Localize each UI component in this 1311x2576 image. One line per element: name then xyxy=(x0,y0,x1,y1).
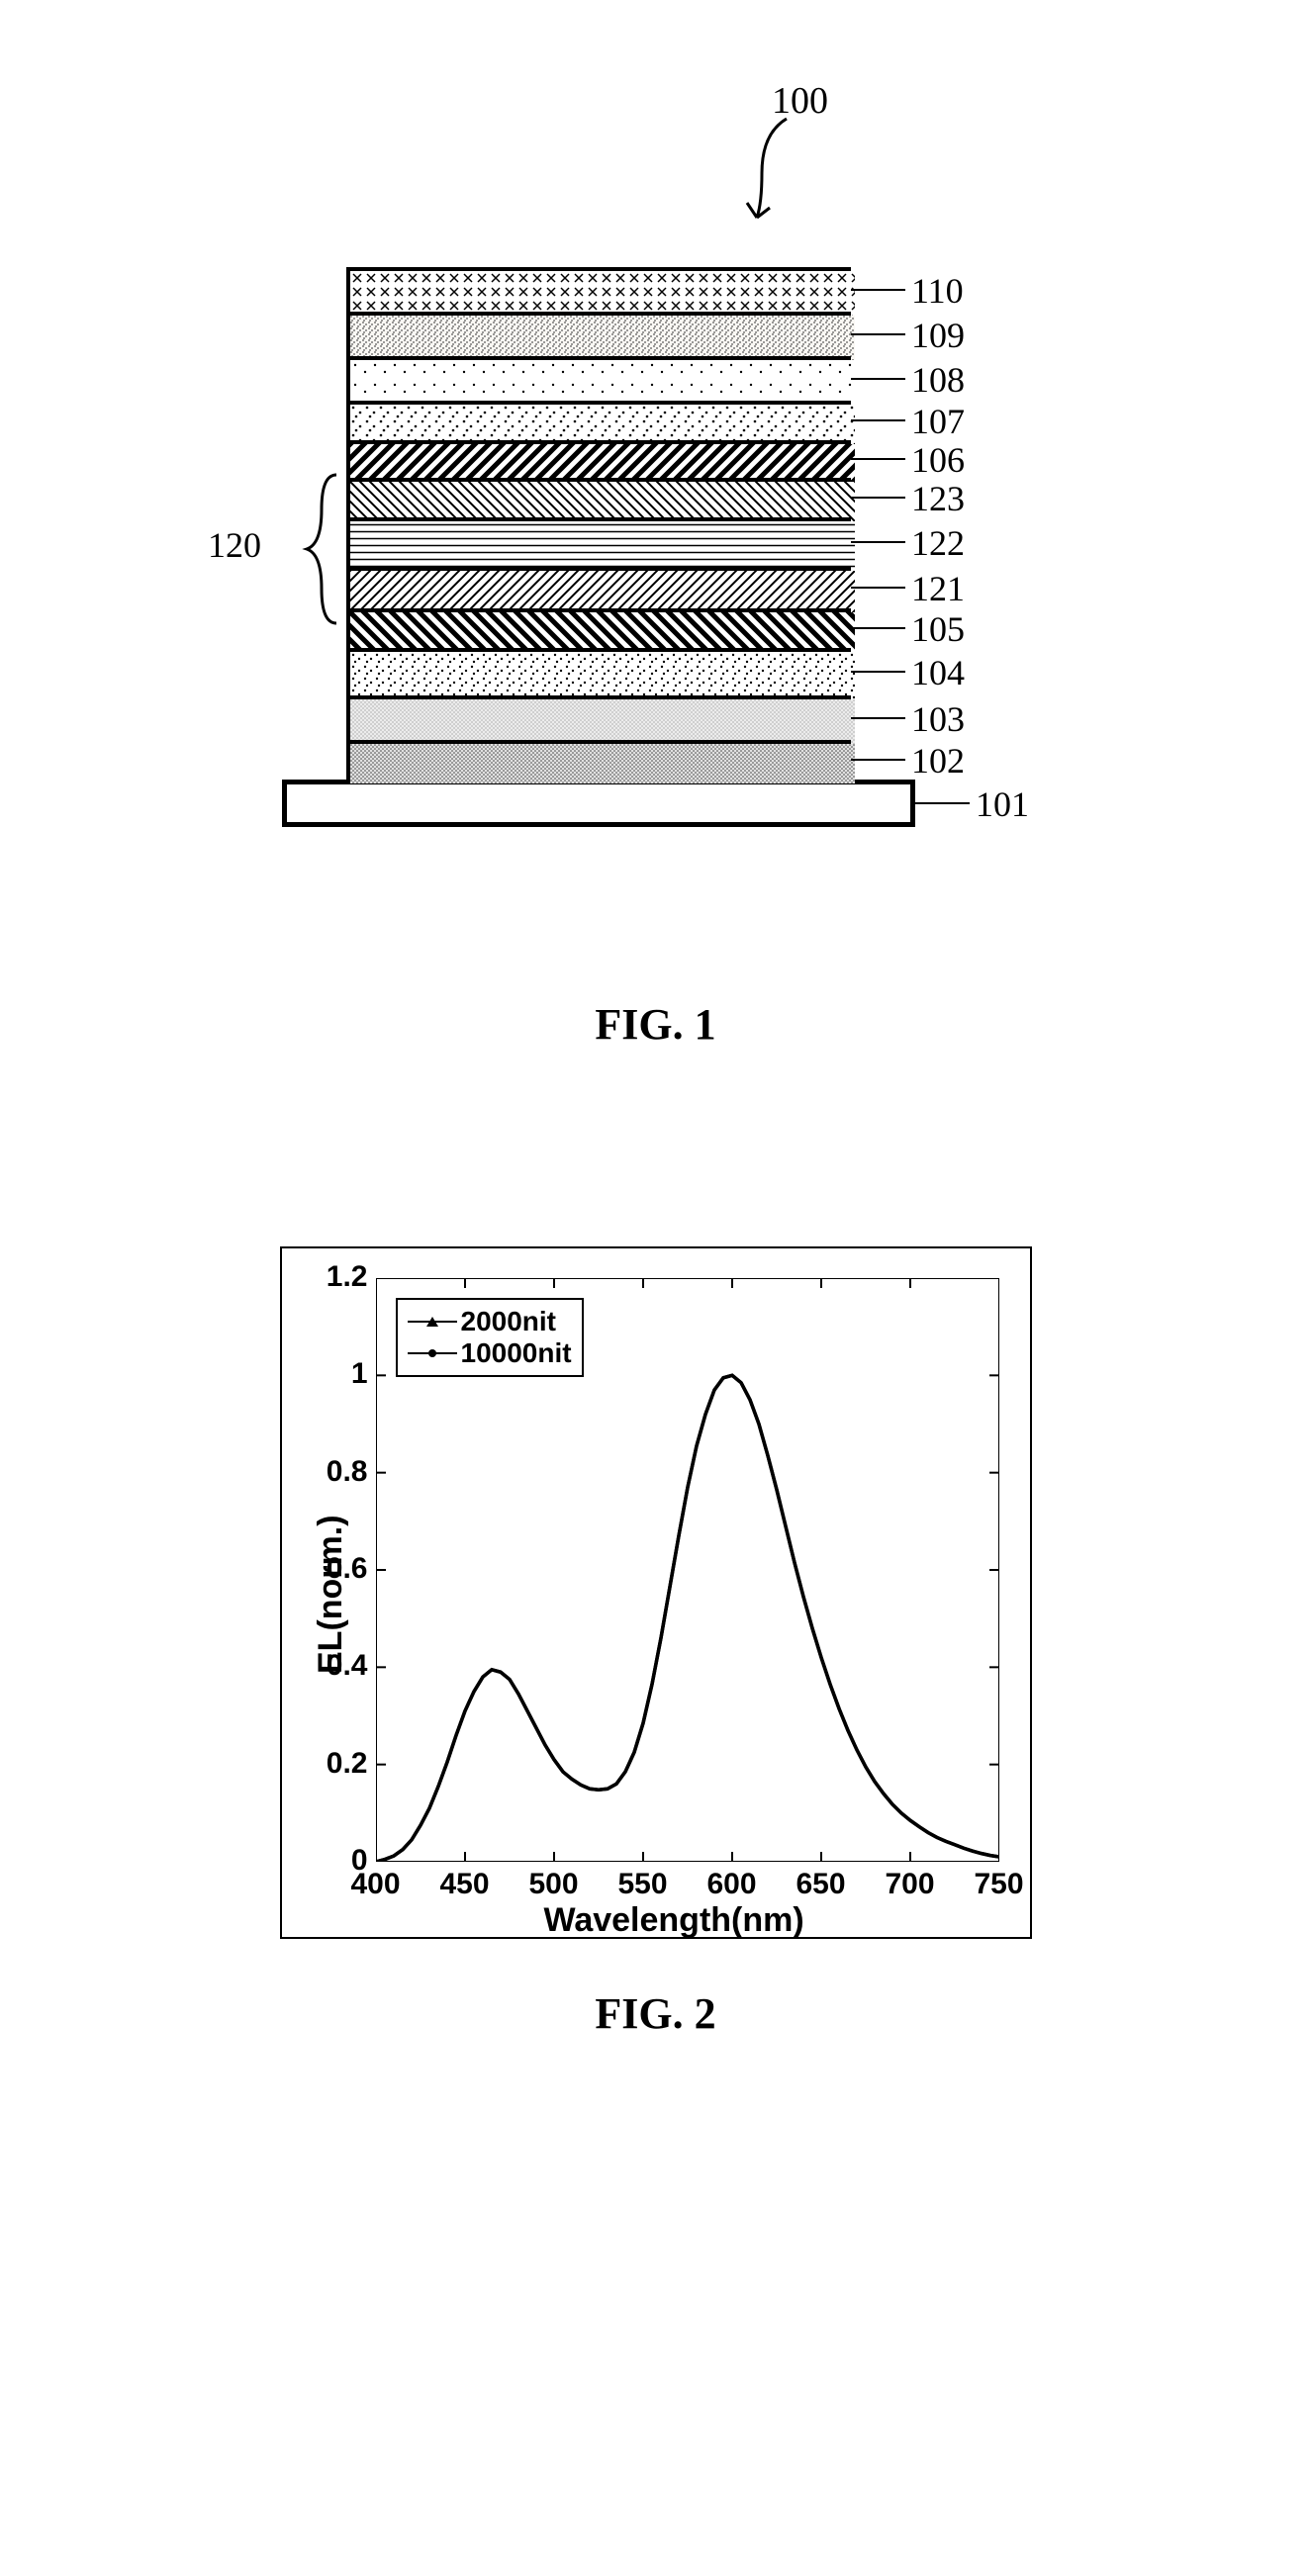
layer-108 xyxy=(346,356,851,401)
layer-123 xyxy=(346,478,851,517)
legend-marker-dot-icon xyxy=(408,1352,457,1354)
layer-stack xyxy=(346,267,915,827)
y-tick-label: 1 xyxy=(309,1357,368,1391)
layer-label-107: 107 xyxy=(911,401,965,442)
brace-icon xyxy=(267,470,346,628)
legend-label-2: 10000nit xyxy=(461,1337,572,1369)
leader-line xyxy=(851,419,905,421)
y-tick-label: 0.8 xyxy=(309,1455,368,1489)
leader-line xyxy=(851,717,905,719)
layer-label-121: 121 xyxy=(911,568,965,609)
layer-105 xyxy=(346,608,851,648)
layer-label-105: 105 xyxy=(911,608,965,650)
legend-item-1: 2000nit xyxy=(408,1306,572,1337)
layer-109 xyxy=(346,312,851,356)
legend-label-1: 2000nit xyxy=(461,1306,557,1337)
layer-103 xyxy=(346,695,851,740)
leader-line xyxy=(851,587,905,589)
page: 100 120 FIG. 1 1101091081071061231221211… xyxy=(0,40,1311,2039)
leader-line xyxy=(915,802,970,804)
layer-102 xyxy=(346,740,851,780)
layer-label-101: 101 xyxy=(976,783,1029,825)
legend-item-2: 10000nit xyxy=(408,1337,572,1369)
layer-101 xyxy=(282,780,915,827)
arrow-pointer-icon xyxy=(732,114,811,232)
x-tick-label: 500 xyxy=(524,1868,584,1901)
x-tick-label: 700 xyxy=(881,1868,940,1901)
layer-label-109: 109 xyxy=(911,315,965,356)
layer-label-108: 108 xyxy=(911,359,965,401)
x-tick-label: 750 xyxy=(970,1868,1029,1901)
layer-label-106: 106 xyxy=(911,439,965,481)
leader-line xyxy=(851,497,905,499)
legend-marker-triangle-icon xyxy=(408,1321,457,1323)
layer-label-102: 102 xyxy=(911,740,965,782)
brace-label-120: 120 xyxy=(208,524,261,566)
figure-1-caption: FIG. 1 xyxy=(0,999,1311,1050)
leader-line xyxy=(851,671,905,673)
layer-122 xyxy=(346,517,851,567)
layer-label-123: 123 xyxy=(911,478,965,519)
figure-1: 100 120 FIG. 1 1101091081071061231221211… xyxy=(0,40,1311,1128)
layer-106 xyxy=(346,440,851,478)
leader-line xyxy=(851,289,905,291)
layer-110 xyxy=(346,267,851,312)
y-tick-label: 0.6 xyxy=(309,1552,368,1586)
leader-line xyxy=(851,541,905,543)
leader-line xyxy=(851,378,905,380)
figure-2-caption: FIG. 2 xyxy=(0,1988,1311,2039)
chart-legend: 2000nit 10000nit xyxy=(396,1298,584,1377)
x-tick-label: 400 xyxy=(346,1868,406,1901)
x-axis-title: Wavelength(nm) xyxy=(544,1901,804,1940)
layer-107 xyxy=(346,401,851,440)
chart-frame: EL(norm.) Wavelength(nm) 2000nit 10000ni… xyxy=(280,1246,1032,1939)
y-tick-label: 1.2 xyxy=(309,1260,368,1294)
layer-label-122: 122 xyxy=(911,522,965,564)
leader-line xyxy=(851,333,905,335)
y-tick-label: 0.2 xyxy=(309,1747,368,1781)
x-tick-label: 600 xyxy=(702,1868,762,1901)
layer-121 xyxy=(346,567,851,608)
series-10000nit xyxy=(376,1375,999,1862)
series-2000nit xyxy=(376,1375,999,1862)
layer-label-104: 104 xyxy=(911,652,965,693)
leader-line xyxy=(851,627,905,629)
figure-2: EL(norm.) Wavelength(nm) 2000nit 10000ni… xyxy=(0,1246,1311,2039)
x-tick-label: 450 xyxy=(435,1868,495,1901)
layer-label-110: 110 xyxy=(911,270,964,312)
layer-label-103: 103 xyxy=(911,698,965,740)
layer-104 xyxy=(346,648,851,695)
x-tick-label: 550 xyxy=(613,1868,673,1901)
x-tick-label: 650 xyxy=(792,1868,851,1901)
leader-line xyxy=(851,759,905,761)
y-tick-label: 0.4 xyxy=(309,1649,368,1683)
leader-line xyxy=(851,458,905,460)
